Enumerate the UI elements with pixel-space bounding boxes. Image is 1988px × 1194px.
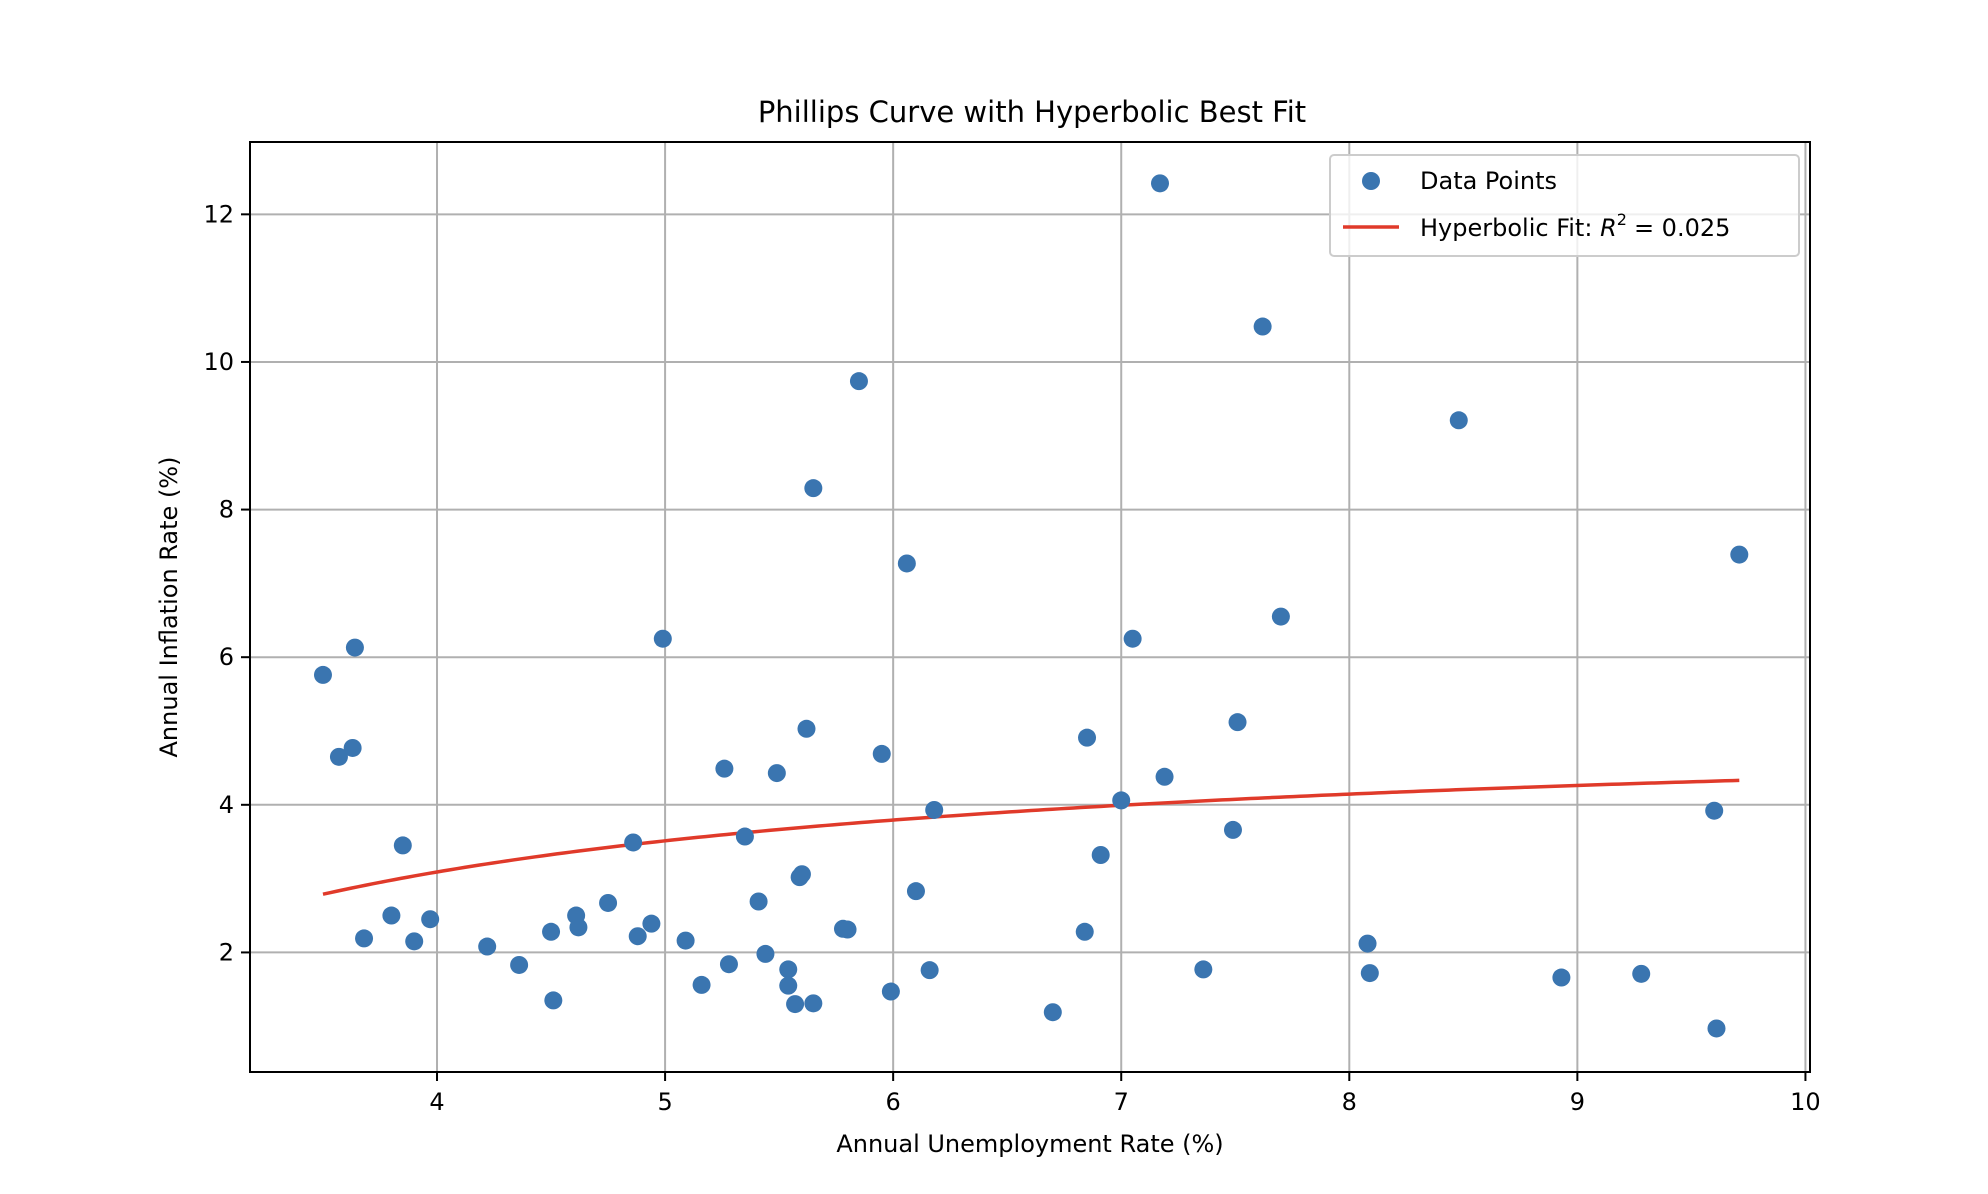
data-point-3 [343, 738, 362, 757]
data-point-57 [1271, 607, 1290, 626]
data-point-9 [478, 937, 497, 956]
legend-fit-prefix: Hyperbolic Fit: [1420, 214, 1592, 242]
data-point-1 [329, 747, 348, 766]
x-tick-label-5: 5 [657, 1088, 672, 1116]
data-point-47 [1078, 728, 1097, 747]
data-point-35 [804, 994, 823, 1013]
data-point-15 [599, 893, 618, 912]
legend-scatter-marker [1362, 172, 1380, 190]
data-point-38 [849, 372, 868, 391]
plot-area-frame [249, 141, 1811, 1073]
data-point-56 [1253, 317, 1272, 336]
data-point-37 [838, 920, 857, 939]
y-tick-label-10: 10 [203, 348, 234, 376]
data-point-30 [786, 995, 805, 1014]
data-point-4 [355, 929, 374, 948]
legend-scatter-label: Data Points [1420, 167, 1557, 195]
data-point-34 [804, 479, 823, 498]
grid [250, 142, 1810, 1072]
data-point-54 [1223, 820, 1242, 839]
x-tick-label-7: 7 [1114, 1088, 1129, 1116]
data-point-64 [1707, 1019, 1726, 1038]
y-tick-label-8: 8 [219, 496, 234, 524]
data-point-53 [1194, 960, 1213, 979]
data-point-17 [628, 927, 647, 946]
y-tick-label-2: 2 [219, 938, 234, 966]
data-point-27 [767, 764, 786, 783]
data-point-62 [1632, 964, 1651, 983]
data-point-10 [510, 955, 529, 974]
data-point-51 [1151, 174, 1169, 193]
data-point-44 [925, 800, 944, 819]
data-point-22 [715, 759, 734, 778]
data-point-61 [1552, 968, 1571, 987]
x-tick-label-6: 6 [886, 1088, 901, 1116]
legend-fit-value: = 0.025 [1634, 214, 1730, 242]
data-point-26 [756, 944, 775, 963]
legend-fit-sup: 2 [1617, 210, 1627, 229]
data-point-63 [1705, 801, 1724, 820]
data-point-23 [719, 955, 738, 974]
data-point-55 [1228, 713, 1247, 732]
data-point-19 [653, 629, 672, 648]
data-point-25 [749, 892, 768, 911]
chart-title: Phillips Curve with Hyperbolic Best Fit [758, 95, 1306, 129]
data-point-29 [779, 976, 798, 995]
data-point-59 [1360, 964, 1379, 983]
data-point-5 [382, 906, 401, 925]
y-axis-label: Annual Inflation Rate (%) [155, 457, 183, 758]
legend: Data Points Hyperbolic Fit: R2 = 0.025 [1329, 154, 1800, 257]
y-tick-label-12: 12 [203, 200, 234, 228]
data-point-46 [1075, 922, 1094, 941]
data-point-2 [345, 638, 364, 657]
x-tick-label-4: 4 [429, 1088, 444, 1116]
data-point-41 [897, 554, 916, 573]
data-point-6 [393, 836, 412, 855]
x-tick-label-9: 9 [1570, 1088, 1585, 1116]
y-tick-label-6: 6 [219, 643, 234, 671]
x-axis-ticks: 4 5 6 7 8 9 10 [429, 1072, 1821, 1116]
data-point-11 [542, 922, 561, 941]
fit-layer [322, 778, 1740, 896]
legend-fit-r: R [1600, 214, 1617, 242]
data-point-8 [421, 910, 440, 929]
data-point-39 [872, 744, 891, 763]
data-point-50 [1123, 629, 1142, 648]
data-point-21 [692, 975, 711, 994]
data-point-58 [1358, 934, 1377, 953]
data-point-33 [797, 719, 816, 738]
data-point-52 [1155, 767, 1174, 786]
data-point-40 [881, 982, 900, 1001]
data-point-45 [1043, 1003, 1062, 1022]
x-tick-label-10: 10 [1790, 1088, 1821, 1116]
data-point-18 [642, 914, 661, 933]
data-point-60 [1449, 411, 1468, 430]
data-point-20 [676, 931, 695, 950]
legend-fit-label: Hyperbolic Fit: R2 = 0.025 [1420, 210, 1730, 242]
y-axis-ticks: 2 4 6 8 10 12 [203, 200, 250, 966]
data-point-43 [920, 961, 939, 980]
fit-line [322, 778, 1740, 896]
legend-box [1329, 154, 1800, 257]
data-point-24 [735, 827, 754, 846]
data-point-48 [1091, 846, 1110, 864]
data-point-16 [624, 833, 643, 852]
x-axis-label: Annual Unemployment Rate (%) [836, 1130, 1223, 1158]
points-layer [313, 174, 1749, 1038]
data-point-42 [906, 882, 925, 901]
data-point-7 [405, 932, 424, 951]
data-point-0 [313, 665, 332, 684]
data-point-49 [1112, 791, 1131, 810]
y-tick-label-4: 4 [219, 791, 234, 819]
data-point-32 [792, 865, 811, 884]
data-point-28 [779, 960, 798, 979]
x-tick-label-8: 8 [1342, 1088, 1357, 1116]
data-point-14 [569, 918, 588, 937]
data-point-12 [544, 991, 563, 1010]
data-point-65 [1730, 545, 1749, 564]
